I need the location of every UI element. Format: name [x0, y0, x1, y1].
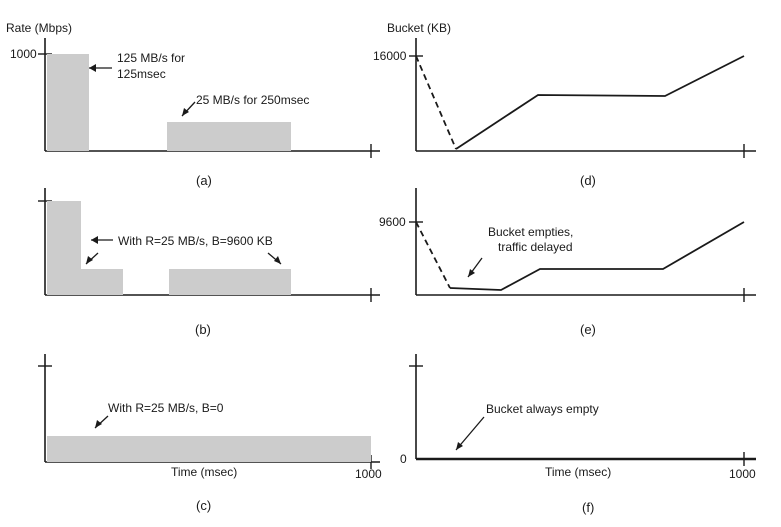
annotation-always-empty: Bucket always empty [486, 402, 599, 416]
annotation-burst-line1: 125 MB/s for [117, 51, 185, 65]
panel-label-c: (c) [196, 498, 211, 513]
panel-label-e: (e) [580, 322, 596, 337]
panel-label-d: (d) [580, 173, 596, 188]
panel-label-f: (f) [582, 500, 594, 515]
rate-bar-burst [47, 201, 81, 295]
annotation-traffic-delayed: traffic delayed [498, 240, 573, 254]
y-axis-title-rate: Rate (Mbps) [6, 21, 72, 35]
rate-bar-drain [81, 269, 123, 295]
rate-bar-steady [47, 436, 371, 462]
x-tick-label: 1000 [729, 467, 756, 481]
rate-bar-steady [167, 122, 291, 151]
panel-f: 0 Bucket always empty Time (msec) 1000 (… [400, 354, 756, 515]
bucket-level-line [455, 55, 745, 150]
y-axis-title-bucket: Bucket (KB) [387, 21, 451, 35]
y-tick-label: 9600 [379, 215, 406, 229]
bucket-drain-line [415, 221, 451, 289]
x-axis-title: Time (msec) [545, 465, 611, 479]
annotation-burst-line2: 125msec [117, 67, 166, 81]
x-axis-title: Time (msec) [171, 465, 237, 479]
bucket-drain-line [415, 55, 457, 150]
bucket-level-line [449, 221, 745, 291]
annotation-bucket-empties: Bucket empties, [488, 225, 573, 239]
rate-bar-burst [47, 54, 89, 151]
x-tick-label: 1000 [355, 467, 382, 481]
arrow-head [274, 256, 281, 264]
arrow-head [95, 420, 102, 428]
annotation-steady: 25 MB/s for 250msec [196, 93, 309, 107]
arrow-head [468, 269, 475, 277]
arrow-head [91, 236, 98, 244]
panel-label-a: (a) [196, 173, 212, 188]
panel-a: Rate (Mbps) 1000 125 MB/s for 125msec 25… [6, 21, 380, 188]
y-tick-label: 16000 [373, 49, 407, 63]
panel-d: Bucket (KB) 16000 (d) [373, 21, 756, 188]
annotation-bucket-zero: With R=25 MB/s, B=0 [108, 401, 224, 415]
y-tick-label: 0 [400, 452, 407, 466]
panel-label-b: (b) [195, 322, 211, 337]
arrow-head [456, 442, 463, 450]
arrow-head [89, 64, 96, 72]
panel-e: 9600 Bucket empties, traffic delayed (e) [379, 188, 756, 337]
panel-c: With R=25 MB/s, B=0 Time (msec) 1000 (c) [38, 354, 382, 513]
arrow-head [182, 108, 189, 116]
rate-bar-steady [169, 269, 291, 295]
y-tick-label: 1000 [10, 47, 37, 61]
annotation-bucket-9600: With R=25 MB/s, B=9600 KB [118, 234, 273, 248]
panel-b: With R=25 MB/s, B=9600 KB (b) [38, 188, 380, 337]
arrow-head [86, 256, 93, 264]
